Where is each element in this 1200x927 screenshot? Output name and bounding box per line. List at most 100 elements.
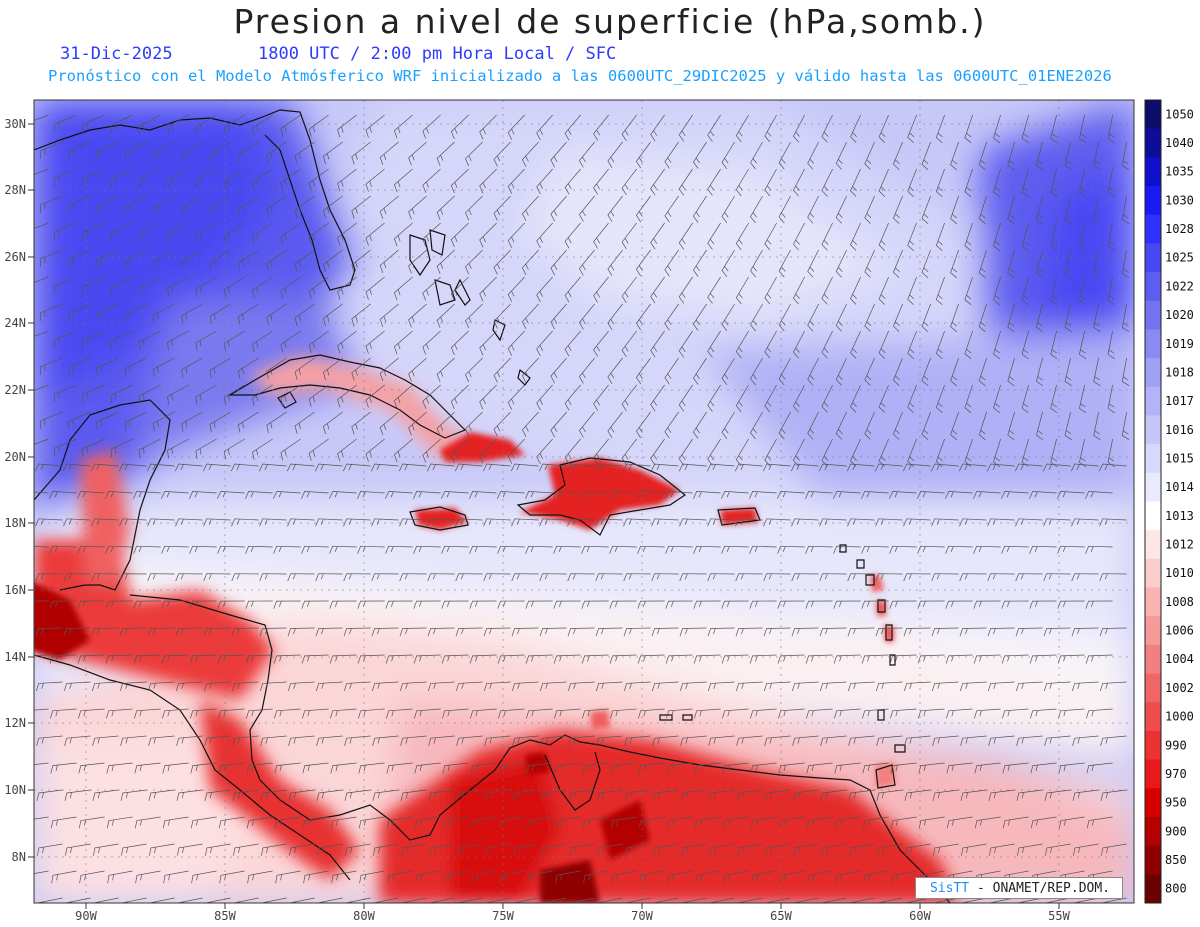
wind-barb: [365, 222, 385, 246]
wind-barb: [737, 843, 763, 856]
wind-barb: [1064, 411, 1072, 441]
colorbar-label: 1022: [1165, 279, 1194, 293]
wind-barb: [595, 681, 623, 692]
wind-barb: [133, 491, 161, 499]
wind-barb: [147, 518, 175, 527]
wind-barb: [422, 438, 441, 463]
wind-barb: [594, 463, 623, 472]
wind-barb: [96, 141, 119, 161]
wind-barb: [34, 222, 49, 229]
wind-barb: [266, 141, 287, 164]
wind-barb: [110, 438, 133, 458]
wind-barb: [749, 600, 777, 609]
wind-barb: [54, 330, 77, 349]
wind-barb: [792, 330, 805, 359]
wind-barb: [807, 195, 819, 224]
wind-barb: [637, 600, 665, 609]
wind-barb: [638, 762, 665, 774]
wind-barb: [596, 789, 623, 801]
wind-barb: [124, 141, 147, 161]
wind-barb: [847, 627, 875, 637]
wind-barb: [399, 681, 427, 692]
wind-barb: [51, 870, 77, 884]
wind-barb: [777, 654, 805, 664]
wind-barb: [337, 276, 357, 300]
wind-barb: [907, 168, 917, 197]
wind-barb: [988, 735, 1015, 746]
wind-barb: [223, 330, 245, 352]
wind-barb: [835, 303, 847, 332]
wind-barb: [246, 762, 273, 774]
pressure-field: [34, 100, 1134, 903]
wind-barb: [479, 438, 497, 464]
wind-barb: [1093, 357, 1101, 387]
wind-barb: [578, 195, 595, 222]
wind-barb: [750, 411, 763, 440]
wind-barb: [973, 491, 1001, 499]
wind-barb: [805, 600, 833, 609]
wind-barb: [34, 114, 49, 121]
wind-barb: [652, 789, 679, 801]
wind-barb: [203, 681, 231, 692]
wind-barb: [1021, 168, 1029, 198]
wind-barb: [892, 195, 903, 224]
credit-text: - ONAMET/REP.DOM.: [976, 881, 1111, 896]
wind-barb: [650, 114, 665, 142]
wind-barb: [273, 654, 301, 664]
wind-barb: [935, 222, 945, 252]
wind-barb: [621, 330, 637, 358]
wind-barb: [694, 708, 721, 719]
wind-barb: [903, 627, 931, 637]
wind-barb: [652, 735, 679, 746]
wind-barb: [92, 789, 119, 801]
wind-barb: [792, 114, 805, 143]
wind-barb: [1035, 249, 1044, 279]
wind-barb: [521, 141, 539, 167]
wind-barb: [181, 141, 203, 162]
wind-barb: [176, 789, 203, 801]
wind-barb: [34, 330, 49, 337]
colorbar-swatch: [1145, 272, 1161, 302]
wind-barb: [63, 518, 91, 527]
wind-barb: [450, 222, 469, 248]
wind-barb: [322, 357, 343, 381]
wind-barb: [889, 491, 917, 499]
wind-barb: [436, 141, 455, 166]
wind-barb: [167, 276, 189, 297]
wind-barb: [792, 789, 819, 801]
wind-barb: [792, 168, 805, 197]
wind-barb: [314, 463, 343, 472]
wind-barb: [148, 735, 175, 746]
wind-barb: [195, 168, 217, 189]
wind-barb: [308, 222, 329, 245]
wind-barb: [902, 463, 931, 472]
wind-barb: [195, 222, 217, 243]
wind-barb: [308, 276, 329, 299]
wind-barb: [1107, 168, 1115, 198]
wind-barb: [218, 708, 245, 719]
wind-barb: [1079, 276, 1087, 306]
wind-barb: [427, 518, 455, 527]
wind-barb: [138, 330, 161, 350]
wind-barb: [835, 357, 847, 386]
wind-barb: [621, 384, 637, 412]
wind-barb: [465, 303, 483, 329]
wind-barb: [665, 491, 693, 499]
wind-barb: [564, 330, 581, 357]
wind-barb: [470, 816, 497, 829]
wind-barb: [77, 600, 105, 609]
wind-barb: [1043, 518, 1071, 527]
wind-barb: [371, 681, 399, 692]
wind-barb: [978, 303, 987, 333]
wind-barb: [280, 114, 301, 137]
wind-barb: [582, 762, 609, 774]
wind-barb: [54, 438, 77, 457]
wind-barb: [921, 141, 931, 170]
wind-barb: [835, 411, 847, 440]
wind-barb: [539, 681, 567, 692]
wind-barb: [189, 491, 217, 499]
map-title: Presion a nivel de superficie (hPa,somb.…: [233, 2, 987, 41]
wind-barb: [91, 627, 119, 637]
wind-barb: [765, 843, 791, 856]
